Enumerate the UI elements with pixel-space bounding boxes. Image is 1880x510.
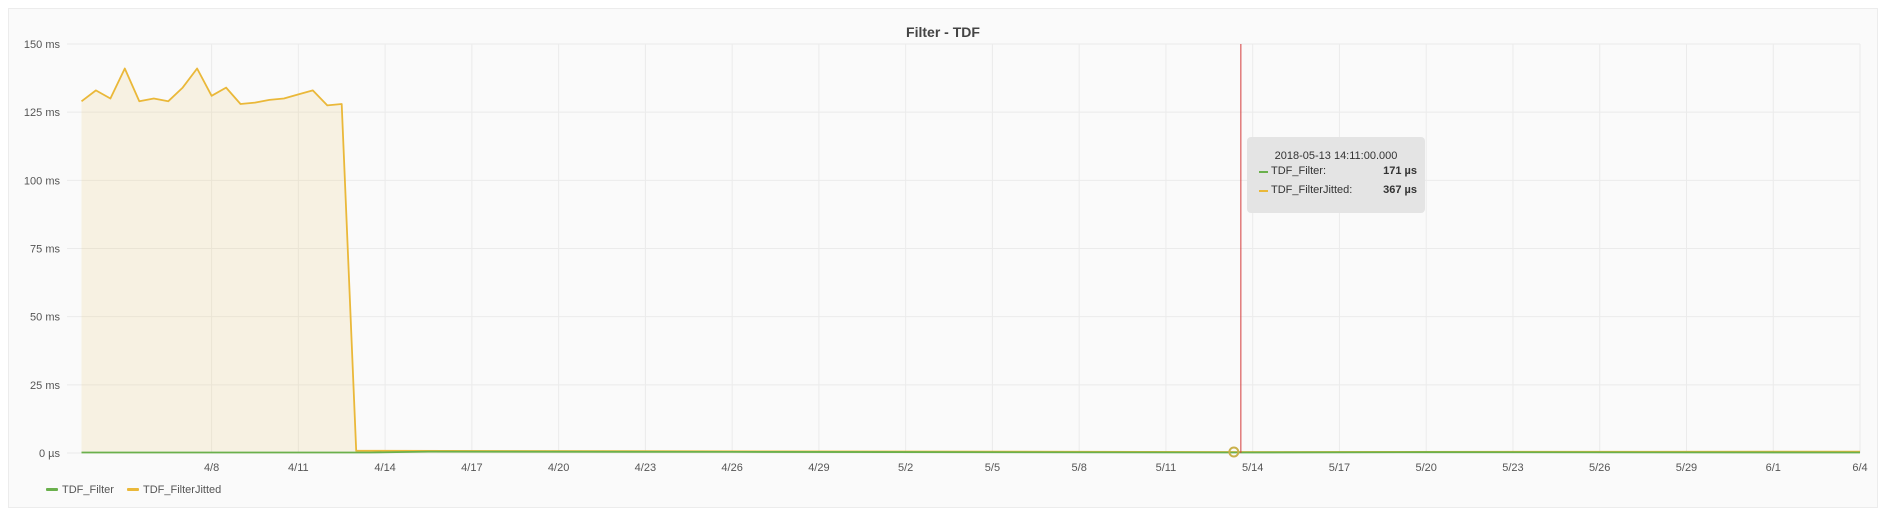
tooltip-series-value: 171 µs xyxy=(1383,165,1417,177)
x-tick-label: 5/17 xyxy=(1329,462,1350,474)
x-tick-label: 4/17 xyxy=(461,462,482,474)
x-gridlines xyxy=(211,44,1861,453)
x-tick-label: 6/1 xyxy=(1766,462,1781,474)
y-tick-label: 75 ms xyxy=(30,244,60,256)
x-tick-label: 5/11 xyxy=(1156,462,1177,474)
x-tick-label: 6/4 xyxy=(1852,462,1867,474)
x-tick-label: 4/8 xyxy=(204,462,219,474)
hover-tooltip: 2018-05-13 14:11:00.000 TDF_Filter: 171 … xyxy=(1247,137,1425,213)
tooltip-row-tdf-filterjitted: TDF_FilterJitted: 367 µs xyxy=(1259,184,1417,198)
y-tick-label: 0 µs xyxy=(39,448,61,460)
tooltip-series-name: TDF_FilterJitted: xyxy=(1271,184,1353,196)
tooltip-row-tdf-filter: TDF_Filter: 171 µs xyxy=(1259,165,1417,179)
x-tick-label: 4/14 xyxy=(374,462,395,474)
x-tick-label: 4/23 xyxy=(635,462,656,474)
legend-item-tdf-filterjitted[interactable]: TDF_FilterJitted xyxy=(127,484,221,496)
legend-swatch xyxy=(46,487,58,491)
x-axis: 4/8 4/11 4/14 4/17 4/20 4/23 4/26 4/29 5/2 5/5 5/8… xyxy=(204,462,1868,474)
series-layer xyxy=(80,67,1861,454)
x-tick-label: 4/20 xyxy=(548,462,569,474)
y-tick-label: 100 ms xyxy=(24,175,61,187)
y-axis: 0 µs 25 ms 50 ms 75 ms 100 ms 125 ms 150 ms xyxy=(24,39,61,460)
x-tick-label: 4/29 xyxy=(808,462,829,474)
x-tick-label: 5/5 xyxy=(985,462,1000,474)
x-tick-label: 5/20 xyxy=(1415,462,1436,474)
crosshair-layer xyxy=(1228,44,1242,458)
series-line-tdf_filter xyxy=(81,450,1861,454)
legend-label: TDF_FilterJitted xyxy=(143,484,222,496)
hover-point-marker xyxy=(1228,446,1240,458)
x-tick-label: 5/23 xyxy=(1502,462,1523,474)
y-tick-label: 150 ms xyxy=(24,39,61,51)
x-tick-label: 5/14 xyxy=(1242,462,1263,474)
legend: TDF_Filter TDF_FilterJitted xyxy=(46,484,231,496)
x-tick-label: 5/29 xyxy=(1676,462,1697,474)
panel-title[interactable]: Filter - TDF xyxy=(906,24,980,40)
y-tick-label: 50 ms xyxy=(30,312,60,324)
x-tick-label: 4/26 xyxy=(721,462,742,474)
legend-swatch xyxy=(127,487,140,491)
x-tick-label: 5/8 xyxy=(1072,462,1087,474)
x-tick-label: 5/2 xyxy=(898,462,913,474)
legend-label: TDF_Filter xyxy=(62,484,114,496)
series-area-tdf_filterjitted xyxy=(81,68,1860,453)
legend-item-tdf-filter[interactable]: TDF_Filter xyxy=(46,484,114,496)
tooltip-swatch xyxy=(1259,171,1268,173)
tooltip-series-value: 367 µs xyxy=(1383,184,1417,196)
tooltip-swatch xyxy=(1259,190,1268,192)
x-tick-label: 5/26 xyxy=(1589,462,1610,474)
y-tick-label: 25 ms xyxy=(30,380,60,392)
graph-panel: Filter - TDF xyxy=(8,8,1878,508)
x-tick-label: 4/11 xyxy=(288,462,309,474)
y-tick-label: 125 ms xyxy=(24,107,61,119)
tooltip-series-name: TDF_Filter: xyxy=(1271,165,1326,177)
tooltip-time: 2018-05-13 14:11:00.000 xyxy=(1274,150,1398,162)
series-line-tdf_filterjitted xyxy=(80,67,1861,453)
